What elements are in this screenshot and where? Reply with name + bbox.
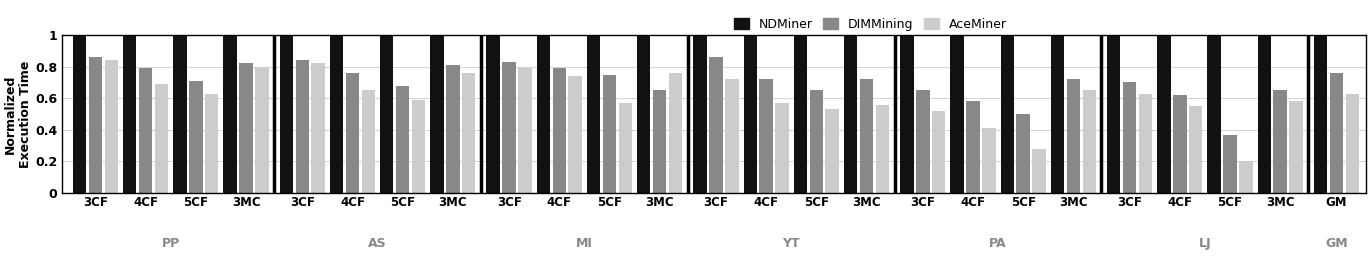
Bar: [1345, 94, 1359, 193]
Bar: [155, 84, 169, 193]
Bar: [412, 100, 425, 193]
Bar: [1138, 94, 1152, 193]
Bar: [1017, 114, 1030, 193]
Y-axis label: Normalized
Execution Time: Normalized Execution Time: [4, 60, 32, 168]
Bar: [518, 68, 532, 193]
Bar: [900, 35, 914, 193]
Bar: [173, 35, 186, 193]
Text: GM: GM: [1325, 237, 1348, 250]
Text: PP: PP: [162, 237, 179, 250]
Text: AS: AS: [369, 237, 386, 250]
Bar: [669, 73, 682, 193]
Bar: [982, 128, 996, 193]
Text: PA: PA: [989, 237, 1007, 250]
Bar: [1258, 35, 1271, 193]
Bar: [710, 57, 723, 193]
Bar: [793, 35, 807, 193]
Bar: [759, 79, 773, 193]
Bar: [447, 65, 459, 193]
Bar: [552, 68, 566, 193]
Bar: [1238, 161, 1252, 193]
Bar: [89, 57, 103, 193]
Bar: [1289, 101, 1303, 193]
Bar: [206, 94, 218, 193]
Bar: [1314, 35, 1328, 193]
Bar: [619, 103, 632, 193]
Bar: [1189, 106, 1203, 193]
Bar: [1158, 35, 1170, 193]
Bar: [345, 73, 359, 193]
Bar: [826, 109, 838, 193]
Text: LJ: LJ: [1199, 237, 1211, 250]
Bar: [917, 90, 929, 193]
Bar: [330, 35, 344, 193]
Bar: [725, 79, 738, 193]
Bar: [653, 90, 666, 193]
Text: MI: MI: [575, 237, 593, 250]
Bar: [637, 35, 651, 193]
Bar: [73, 35, 86, 193]
Bar: [279, 35, 293, 193]
Bar: [586, 35, 600, 193]
Bar: [537, 35, 551, 193]
Bar: [1330, 73, 1343, 193]
Bar: [311, 64, 325, 193]
Bar: [775, 103, 789, 193]
Bar: [462, 73, 475, 193]
Bar: [966, 101, 980, 193]
Bar: [810, 90, 823, 193]
Bar: [1000, 35, 1014, 193]
Bar: [844, 35, 858, 193]
Bar: [951, 35, 964, 193]
Bar: [104, 60, 118, 193]
Bar: [379, 35, 393, 193]
Bar: [1107, 35, 1121, 193]
Bar: [396, 85, 410, 193]
Bar: [693, 35, 707, 193]
Bar: [1067, 79, 1080, 193]
Bar: [1207, 35, 1221, 193]
Text: YT: YT: [782, 237, 800, 250]
Bar: [223, 35, 237, 193]
Bar: [1051, 35, 1064, 193]
Bar: [1274, 90, 1286, 193]
Bar: [1123, 83, 1136, 193]
Bar: [860, 79, 873, 193]
Bar: [1082, 90, 1096, 193]
Bar: [1223, 135, 1237, 193]
Bar: [932, 111, 945, 193]
Legend: NDMiner, DIMMining, AceMiner: NDMiner, DIMMining, AceMiner: [729, 13, 1011, 36]
Bar: [430, 35, 444, 193]
Bar: [138, 68, 152, 193]
Bar: [362, 90, 375, 193]
Bar: [296, 60, 310, 193]
Bar: [503, 62, 516, 193]
Bar: [123, 35, 137, 193]
Bar: [1033, 149, 1045, 193]
Bar: [1173, 95, 1186, 193]
Bar: [189, 81, 203, 193]
Bar: [603, 75, 616, 193]
Bar: [875, 105, 889, 193]
Bar: [240, 64, 252, 193]
Bar: [255, 67, 269, 193]
Bar: [569, 76, 582, 193]
Bar: [486, 35, 500, 193]
Bar: [744, 35, 758, 193]
